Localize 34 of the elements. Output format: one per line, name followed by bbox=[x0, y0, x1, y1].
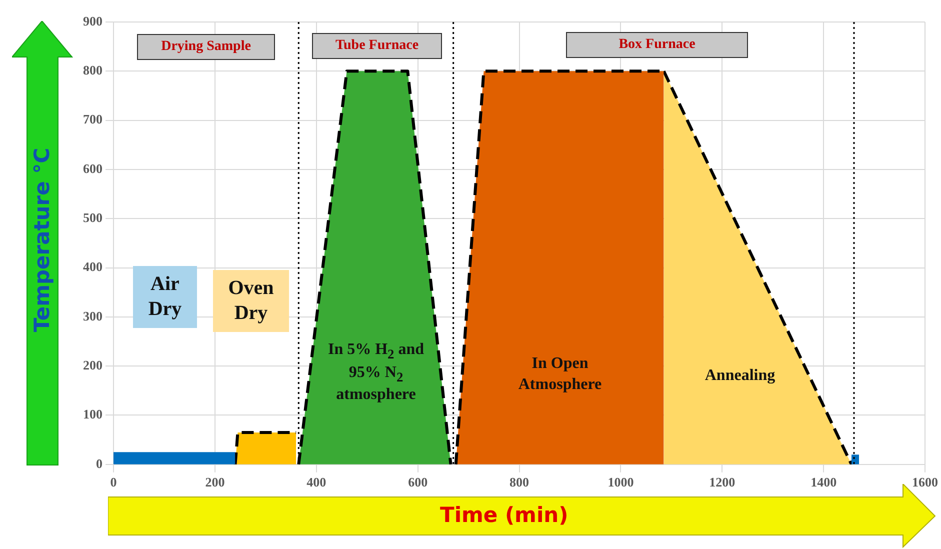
label-box: Air Dry bbox=[133, 266, 197, 328]
y-tick-label: 900 bbox=[83, 13, 102, 28]
x-tick-label: 600 bbox=[408, 474, 428, 490]
y-tick-label: 800 bbox=[83, 62, 102, 78]
x-tick-label: 800 bbox=[510, 474, 529, 490]
y-tick-label: 100 bbox=[83, 406, 102, 422]
annotation: Air Dry bbox=[148, 273, 182, 320]
annotation: Drying Sample bbox=[161, 39, 251, 54]
y-tick-label: 0 bbox=[96, 456, 102, 471]
x-tick-label: 1400 bbox=[810, 474, 837, 490]
annotation: Tube Furnace bbox=[335, 38, 419, 53]
annotation: Box Furnace bbox=[618, 37, 696, 52]
x-tick-label: 200 bbox=[205, 474, 225, 490]
label-box: Drying Sample bbox=[137, 34, 275, 60]
y-tick-label: 300 bbox=[83, 308, 102, 324]
y-axis-title: Temperature °C bbox=[30, 148, 54, 332]
annotation: In Open Atmosphere bbox=[517, 354, 603, 395]
x-tick-label: 1000 bbox=[608, 474, 634, 490]
y-tick-label: 400 bbox=[83, 259, 102, 274]
x-tick-label: 0 bbox=[110, 474, 117, 490]
annotation: In 5% H$_{2}$ and 95% N$_{2}$ atmosphere bbox=[326, 340, 426, 406]
label-box: Box Furnace bbox=[566, 32, 748, 58]
x-tick-label: 400 bbox=[306, 474, 326, 490]
label-box: Oven Dry bbox=[213, 270, 289, 332]
annotation: Oven Dry bbox=[228, 277, 274, 324]
x-tick-label: 1200 bbox=[709, 474, 736, 490]
y-tick-label: 200 bbox=[83, 357, 102, 372]
x-axis-title: Time (min) bbox=[440, 503, 568, 527]
y-tick-label: 600 bbox=[83, 160, 102, 176]
y-tick-label: 700 bbox=[83, 112, 102, 127]
y-tick-label: 500 bbox=[83, 210, 102, 225]
x-tick-label: 1600 bbox=[912, 474, 938, 490]
annotation: Annealing bbox=[704, 367, 776, 385]
label-box: Tube Furnace bbox=[312, 33, 442, 59]
